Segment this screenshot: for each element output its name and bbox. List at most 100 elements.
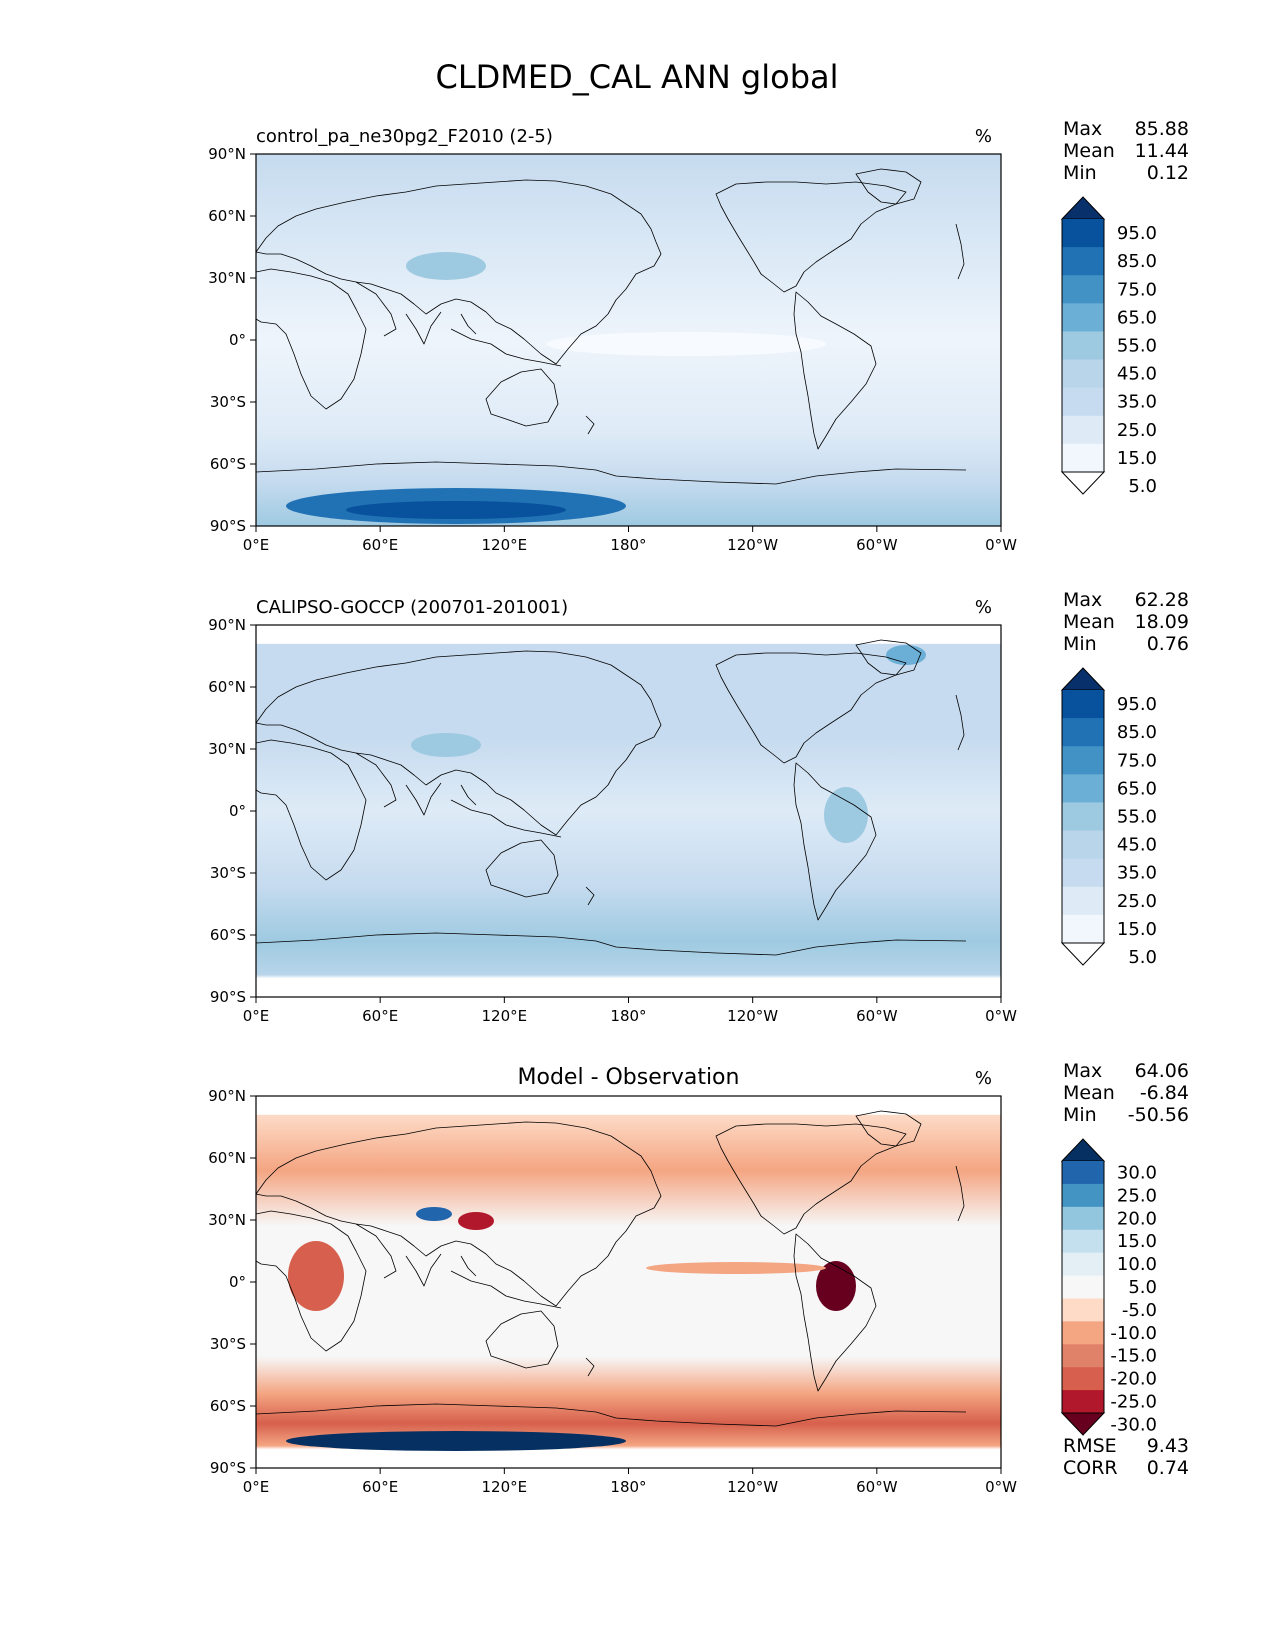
colorbar-tick-label: -5.0 [1122,1300,1157,1321]
stat-value: 62.28 [1135,589,1189,611]
colorbar-segment [1062,774,1104,803]
x-tick-label: 120°E [482,536,528,554]
colorbar-tick-label: 55.0 [1117,807,1157,828]
colorbar-segment [1062,746,1104,775]
colorbar-tick-label: 25.0 [1117,891,1157,912]
colorbar-segment [1062,802,1104,832]
y-tick-label: 30°N [208,269,246,287]
y-tick-label: 90°N [208,616,246,634]
stat-value: 11.44 [1135,140,1189,162]
x-tick-label: 60°W [856,1007,898,1025]
panel-title: Model - Observation [518,1065,740,1090]
colorbar-segment [1062,331,1104,361]
stat-label: Mean [1063,611,1115,633]
stat-value: -50.56 [1128,1104,1189,1126]
stat-value: 0.76 [1147,633,1189,655]
x-tick-label: 180° [610,536,646,554]
feature-africa-bias [288,1241,344,1311]
panel-3: Model - Observation % 90°N 60°N 30°N 0° 30°S 60… [208,1060,1189,1496]
feature-tibet-bias [416,1207,452,1221]
panel-2: CALIPSO-GOCCP (200701-201001) % 90°N 60°N 30… [208,589,1189,1025]
colorbar-segment [1062,247,1104,276]
y-tick-label: 90°N [208,145,246,163]
colorbar-segment [1062,1183,1104,1208]
colorbar-segment [1062,1161,1104,1185]
colorbar-segment [1062,830,1104,860]
x-tick-label: 60°E [362,1007,398,1025]
colorbar-top-extension [1060,667,1106,691]
colorbar-segment [1062,1344,1104,1368]
colorbar-segment [1062,443,1104,473]
stat-label: Max [1063,118,1102,140]
x-tick-label: 180° [610,1478,646,1496]
colorbar-tick-label: 5.0 [1128,947,1157,968]
colorbar-segment [1062,690,1104,719]
map-field [256,1096,1001,1468]
metric-value: 9.43 [1147,1435,1189,1457]
x-tick-label: 120°W [727,1007,778,1025]
colorbar-segment [1062,1206,1104,1231]
stat-label: Max [1063,589,1102,611]
stat-value: 64.06 [1135,1060,1189,1082]
colorbar-bottom-extension [1060,942,1106,966]
x-tick-label: 0°E [243,536,270,554]
colorbar-segment [1062,359,1104,389]
y-tick-label: 30°S [210,864,246,882]
colorbar-tick-label: 15.0 [1117,448,1157,469]
colorbar-top-extension [1060,196,1106,220]
colorbar-segment [1062,415,1104,445]
y-tick-label: 90°S [210,517,246,535]
y-tick-label: 60°N [208,1149,246,1167]
y-tick-label: 0° [229,331,246,349]
colorbar-segment [1062,886,1104,916]
metric-label: CORR [1063,1457,1118,1479]
colorbar-segment [1062,1298,1104,1322]
colorbar-segment [1062,1252,1104,1277]
colorbar-segment [1062,219,1104,248]
x-tick-label: 60°E [362,536,398,554]
x-tick-label: 0°E [243,1007,270,1025]
feature-antarctic-core [346,501,566,519]
colorbar-tick-label: 25.0 [1117,420,1157,441]
y-tick-label: 90°S [210,1459,246,1477]
colorbar: 95.0 85.0 75.0 65.0 55.0 45.0 35.0 25.0 15.0 5.0 [1060,196,1157,497]
x-tick-label: 0°W [985,1007,1017,1025]
colorbar-tick-label: 65.0 [1117,778,1157,799]
feature-andes-cloud [824,787,868,843]
stat-label: Min [1063,633,1097,655]
metric-label: RMSE [1063,1435,1117,1457]
colorbar-tick-label: 30.0 [1117,1162,1157,1183]
metric-value: 0.74 [1147,1457,1189,1479]
colorbar-segment [1062,1275,1104,1299]
panel-title: control_pa_ne30pg2_F2010 (2-5) [256,126,553,147]
x-tick-label: 60°E [362,1478,398,1496]
colorbar-tick-label: 10.0 [1117,1254,1157,1275]
units-label: % [975,597,992,618]
stat-label: Min [1063,1104,1097,1126]
feature-subtropic-clear [546,332,826,356]
colorbar-segment [1062,387,1104,417]
y-tick-label: 60°S [210,455,246,473]
y-tick-label: 60°N [208,207,246,225]
panel-title: CALIPSO-GOCCP (200701-201001) [256,597,568,618]
colorbar-tick-label: 5.0 [1128,1277,1157,1298]
colorbar-tick-label: 95.0 [1117,694,1157,715]
colorbar-tick-label: 95.0 [1117,223,1157,244]
colorbar-tick-label: 5.0 [1128,476,1157,497]
colorbar-tick-label: -30.0 [1110,1414,1157,1435]
panel-1: control_pa_ne30pg2_F2010 (2-5) % 90°N 60°N 3… [208,118,1189,554]
x-tick-label: 60°W [856,1478,898,1496]
y-tick-label: 60°N [208,678,246,696]
feature-amazon-bias [816,1261,856,1311]
colorbar-segment [1062,914,1104,944]
colorbar-tick-label: 75.0 [1117,279,1157,300]
colorbar-segment [1062,1367,1104,1391]
x-tick-label: 60°W [856,536,898,554]
colorbar-tick-label: 75.0 [1117,750,1157,771]
colorbar-tick-label: 35.0 [1117,392,1157,413]
y-tick-label: 90°N [208,1087,246,1105]
stat-value: 0.12 [1147,162,1189,184]
y-tick-label: 30°N [208,740,246,758]
y-tick-label: 90°S [210,988,246,1006]
y-tick-label: 30°N [208,1211,246,1229]
